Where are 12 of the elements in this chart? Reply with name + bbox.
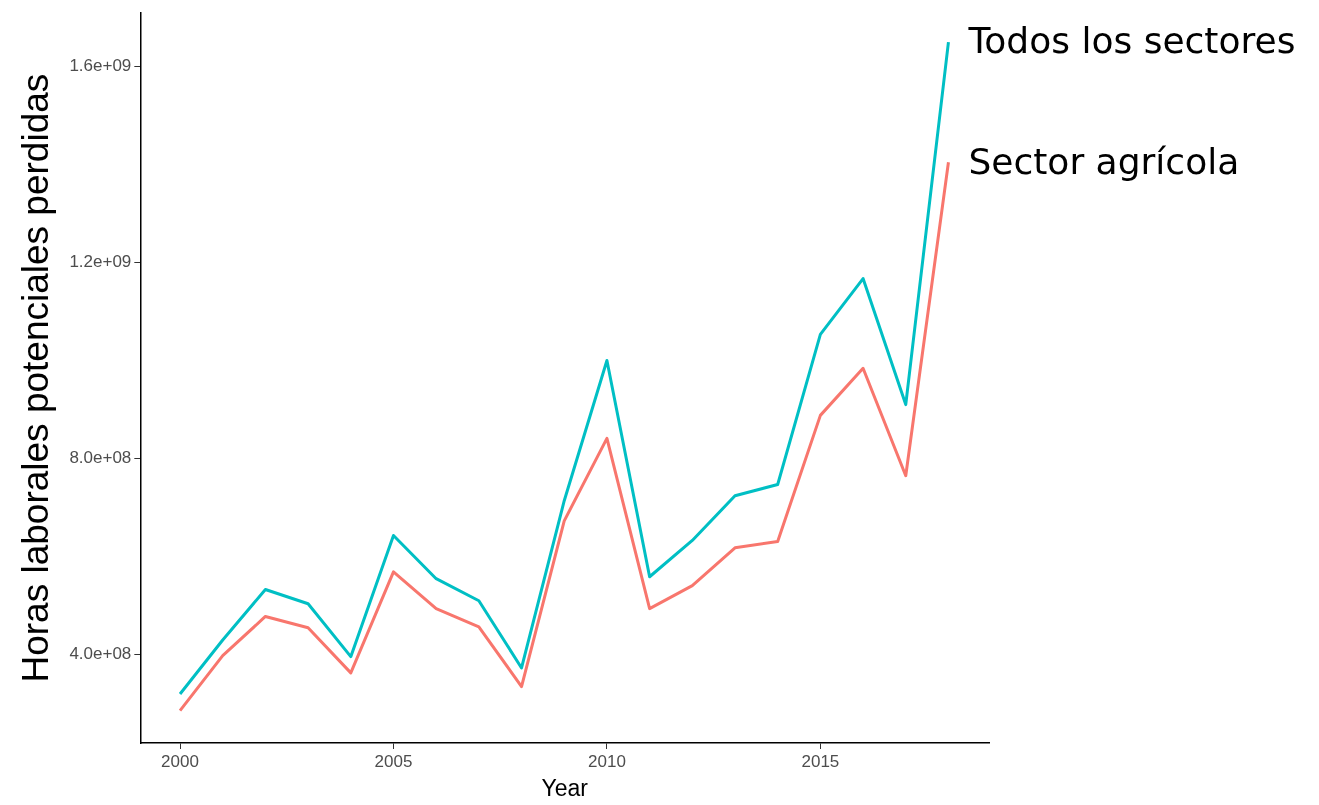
series-label: Todos los sectores <box>967 20 1296 62</box>
x-tick-label: 2005 <box>374 751 413 771</box>
y-tick-label: 1.6e+09 <box>69 55 132 75</box>
x-axis-title: Year <box>541 774 589 801</box>
series-label: Sector agrícola <box>968 140 1240 182</box>
y-tick-label: 8.0e+08 <box>69 448 132 468</box>
y-tick-label: 4.0e+08 <box>69 644 132 664</box>
y-tick-label: 1.2e+09 <box>69 252 132 272</box>
y-axis-title: Horas laborales potenciales perdidas <box>15 73 57 683</box>
x-tick-label: 2000 <box>161 751 199 771</box>
x-tick-label: 2010 <box>588 751 626 771</box>
x-tick-label: 2015 <box>801 751 840 771</box>
